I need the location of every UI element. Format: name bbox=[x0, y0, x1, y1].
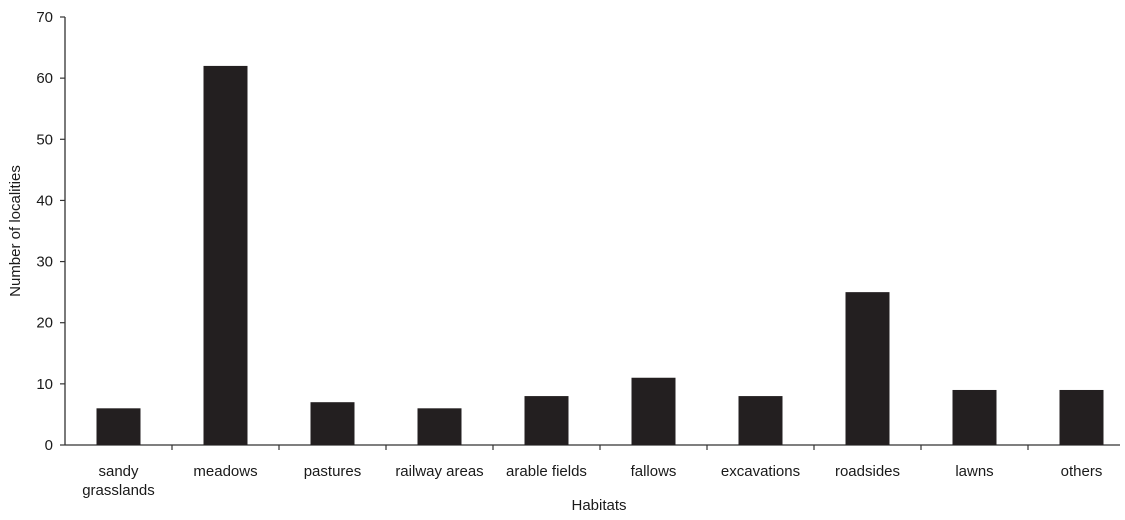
x-category-label: roadsides bbox=[835, 463, 900, 480]
bar bbox=[417, 408, 462, 445]
bar bbox=[845, 292, 890, 445]
x-category-label: grasslands bbox=[82, 482, 155, 499]
bar bbox=[203, 65, 248, 446]
y-tick-label: 30 bbox=[36, 254, 53, 271]
x-category-label: lawns bbox=[955, 463, 993, 480]
bar bbox=[738, 396, 783, 445]
y-tick-label: 50 bbox=[36, 131, 53, 148]
x-category-label: fallows bbox=[631, 463, 677, 480]
y-tick-label: 10 bbox=[36, 376, 53, 393]
bar bbox=[310, 402, 355, 445]
x-axis-title: Habitats bbox=[571, 497, 626, 514]
labels: 0 10 20 30 40 50 60 70 sandy grasslands meadows pas… bbox=[36, 9, 1102, 499]
bar bbox=[524, 396, 569, 445]
y-tick-label: 70 bbox=[36, 9, 53, 26]
x-category-label: meadows bbox=[193, 463, 257, 480]
bar bbox=[96, 408, 141, 445]
x-category-label: pastures bbox=[304, 463, 362, 480]
x-category-label: excavations bbox=[721, 463, 800, 480]
y-tick-label: 60 bbox=[36, 70, 53, 87]
x-category-label: arable fields bbox=[506, 463, 587, 480]
y-tick-label: 0 bbox=[45, 437, 53, 454]
x-category-label: railway areas bbox=[395, 463, 483, 480]
y-tick-label: 20 bbox=[36, 315, 53, 332]
bar bbox=[631, 377, 676, 445]
x-category-label: sandy bbox=[98, 463, 139, 480]
y-axis-title: Number of localities bbox=[7, 165, 24, 297]
bar bbox=[1059, 389, 1104, 445]
x-category-label: others bbox=[1061, 463, 1103, 480]
y-tick-label: 40 bbox=[36, 192, 53, 209]
bar bbox=[952, 389, 997, 445]
bars bbox=[96, 65, 1104, 446]
